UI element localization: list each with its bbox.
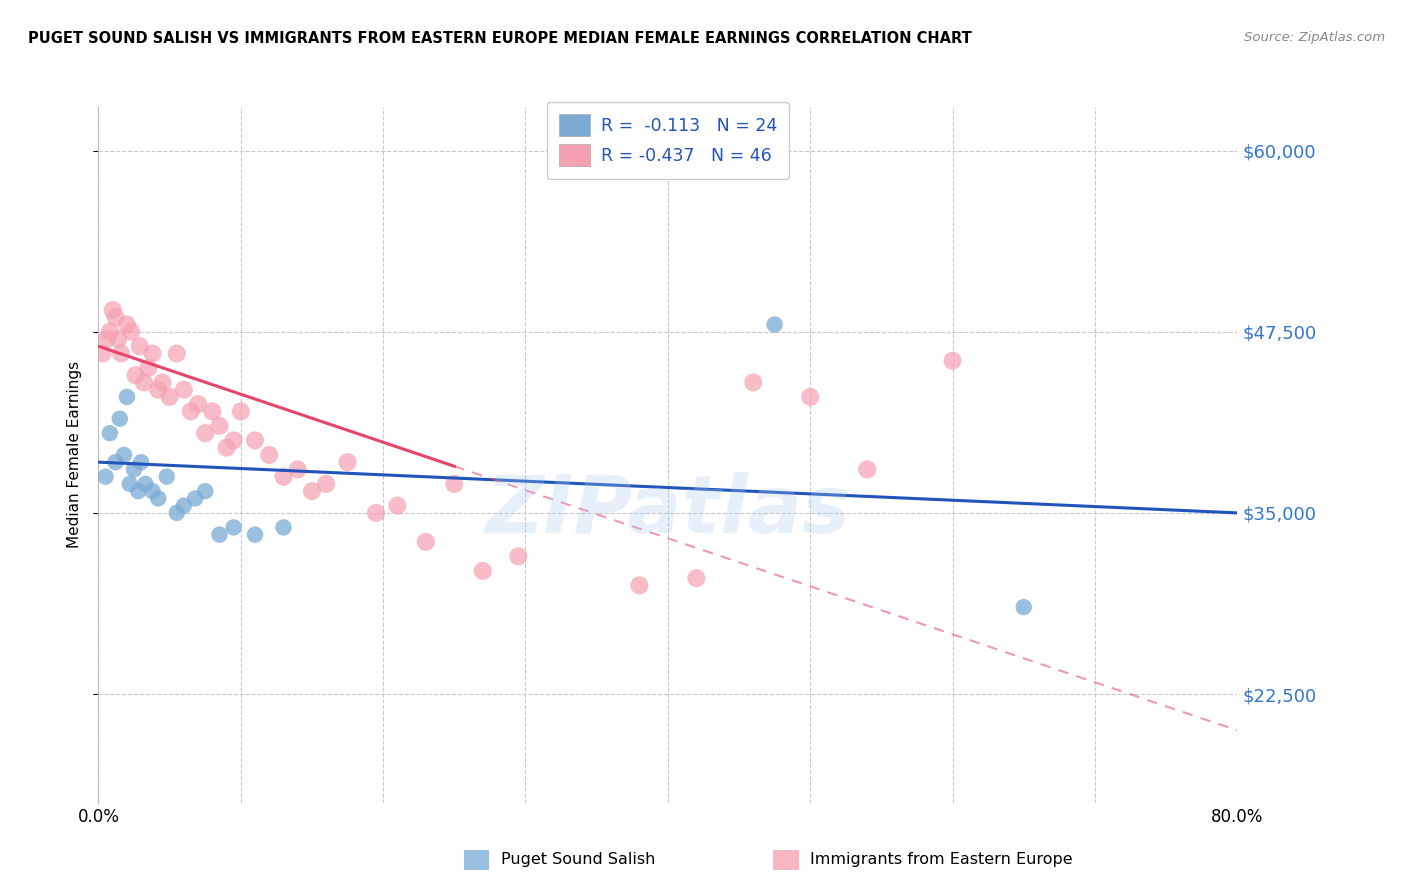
Point (127, 484, 149, 499)
Point (122, 462, 145, 476)
Point (173, 383, 195, 397)
Point (98, 426, 121, 441)
Point (222, 520, 245, 534)
Point (166, 506, 188, 520)
Point (301, 484, 323, 499)
Point (194, 426, 217, 441)
Point (856, 462, 879, 476)
Text: ZIPatlas: ZIPatlas (485, 472, 851, 549)
Point (273, 520, 295, 534)
Point (148, 383, 170, 397)
Point (208, 527, 231, 541)
Point (104, 455, 127, 469)
Point (115, 318, 138, 332)
Point (98, 325, 121, 339)
Point (156, 469, 179, 483)
Point (273, 469, 295, 483)
Point (229, 404, 252, 418)
Point (108, 411, 131, 425)
Point (166, 346, 188, 360)
Point (222, 434, 245, 448)
Point (91, 346, 114, 360)
Point (118, 476, 141, 491)
Point (628, 578, 651, 592)
Point (132, 376, 155, 390)
Point (942, 353, 965, 368)
Point (201, 404, 224, 418)
Point (184, 491, 207, 506)
Point (685, 571, 707, 585)
Point (243, 434, 266, 448)
Point (129, 455, 152, 469)
Point (141, 484, 163, 499)
Point (120, 325, 142, 339)
Point (336, 455, 359, 469)
Point (152, 376, 174, 390)
Legend: R =  -0.113   N = 24, R = -0.437   N = 46: R = -0.113 N = 24, R = -0.437 N = 46 (547, 102, 789, 178)
Point (415, 535, 437, 549)
Point (115, 390, 138, 404)
Point (187, 397, 209, 411)
Point (148, 491, 170, 506)
Text: Puget Sound Salish: Puget Sound Salish (501, 853, 655, 867)
Point (110, 346, 132, 360)
Text: PUGET SOUND SALISH VS IMMIGRANTS FROM EASTERN EUROPE MEDIAN FEMALE EARNINGS CORR: PUGET SOUND SALISH VS IMMIGRANTS FROM EA… (28, 31, 972, 46)
Point (173, 499, 195, 513)
Text: Source: ZipAtlas.com: Source: ZipAtlas.com (1244, 31, 1385, 45)
Point (194, 484, 217, 499)
Point (259, 448, 281, 462)
Point (107, 332, 129, 346)
Point (387, 499, 409, 513)
Point (134, 476, 156, 491)
Point (101, 303, 124, 318)
Y-axis label: Median Female Earnings: Median Female Earnings (67, 361, 83, 549)
Point (763, 318, 786, 332)
Point (112, 448, 135, 462)
Point (208, 419, 231, 434)
Point (471, 564, 494, 578)
Point (508, 549, 530, 564)
Point (94, 469, 117, 483)
Point (136, 361, 159, 376)
Point (104, 310, 127, 325)
Point (443, 476, 465, 491)
Point (124, 368, 146, 383)
Point (799, 390, 821, 404)
Point (96, 332, 118, 346)
Point (215, 441, 238, 455)
Point (364, 506, 387, 520)
Point (287, 462, 309, 476)
Point (315, 476, 337, 491)
Point (159, 390, 181, 404)
Point (180, 404, 202, 418)
Point (128, 339, 150, 353)
Point (1012, 600, 1035, 615)
Point (243, 527, 266, 541)
Point (742, 376, 765, 390)
Text: Immigrants from Eastern Europe: Immigrants from Eastern Europe (810, 853, 1073, 867)
Point (141, 346, 163, 360)
